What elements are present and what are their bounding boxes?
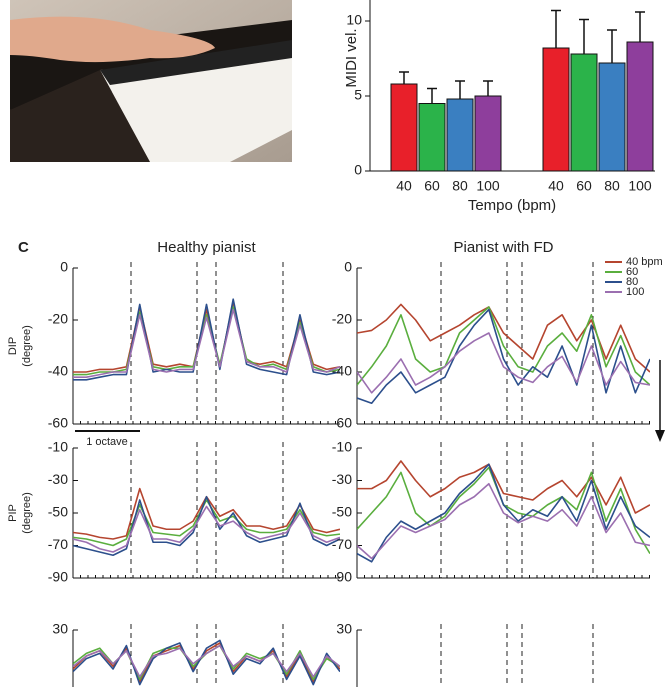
y-tick-label: 0 <box>344 259 352 275</box>
chart-title: Pianist with FD <box>453 239 553 256</box>
x-tick-label: 100 <box>476 178 500 194</box>
bar <box>626 41 654 171</box>
y-tick-label: -40 <box>48 363 68 379</box>
y-axis-unit: (degree) <box>21 325 33 367</box>
series-line <box>73 644 340 678</box>
series-line <box>73 298 340 381</box>
y-tick-label: -50 <box>332 504 352 520</box>
series-line <box>357 482 650 560</box>
series-line <box>357 308 650 404</box>
x-tick-label: 60 <box>424 178 440 194</box>
y-tick-label: -10 <box>48 439 68 455</box>
y-tick-label: -20 <box>48 311 68 327</box>
x-tick-label: 80 <box>452 178 468 194</box>
lines <box>73 639 340 686</box>
y-tick-label: 30 <box>336 621 352 637</box>
y-tick-label: -90 <box>48 569 68 585</box>
bar <box>598 62 626 171</box>
y-tick-label: -50 <box>48 504 68 520</box>
series-line <box>357 460 650 514</box>
series-line <box>357 306 650 386</box>
series-line <box>73 308 340 378</box>
y-axis-title: PIP <box>7 504 19 522</box>
lines <box>357 460 650 563</box>
y-tick-label: -10 <box>332 439 352 455</box>
y-tick-label: -90 <box>332 569 352 585</box>
series-line <box>73 639 340 686</box>
y-tick-label: 5 <box>354 87 362 103</box>
photo <box>10 0 292 162</box>
x-tick-label: 40 <box>548 178 564 194</box>
lines <box>73 487 340 557</box>
y-tick-label: -30 <box>332 471 352 487</box>
bar <box>446 98 474 171</box>
legend-label: 60 <box>626 266 638 278</box>
bar <box>474 95 502 171</box>
y-axis-title: MIDI vel. <box>343 28 360 87</box>
y-tick-label: -60 <box>332 415 352 431</box>
panel-label: C <box>18 239 29 256</box>
y-tick-label: -70 <box>48 536 68 552</box>
chart-title: Healthy pianist <box>157 239 256 256</box>
x-tick-label: 80 <box>604 178 620 194</box>
bar <box>570 53 598 171</box>
arrow <box>655 360 665 442</box>
series-line <box>357 332 650 394</box>
y-tick-label: -40 <box>332 363 352 379</box>
y-tick-label: 0 <box>60 259 68 275</box>
y-tick-label: -20 <box>332 311 352 327</box>
legend-label: 80 <box>626 276 638 288</box>
bar <box>418 103 446 171</box>
y-tick-label: 0 <box>354 162 362 178</box>
legend-label: 100 <box>626 286 644 298</box>
x-tick-label: 40 <box>396 178 412 194</box>
y-tick-label: 10 <box>346 12 362 28</box>
series-line <box>73 499 340 547</box>
y-tick-label: -70 <box>332 536 352 552</box>
x-tick-label: 60 <box>576 178 592 194</box>
bar <box>390 83 418 171</box>
y-axis-title: DIP <box>7 337 19 355</box>
y-tick-label: -60 <box>48 415 68 431</box>
series-line <box>73 495 340 557</box>
y-tick-label: -30 <box>48 471 68 487</box>
bar <box>542 47 570 171</box>
x-tick-label: 100 <box>628 178 652 194</box>
lines <box>357 303 650 404</box>
legend-label: 40 bpm <box>626 256 663 268</box>
scale-label: 1 octave <box>86 436 128 448</box>
series-line <box>357 303 650 373</box>
series-line <box>357 463 650 563</box>
series-line <box>357 466 650 555</box>
y-axis-unit: (degree) <box>21 492 33 534</box>
series-line <box>73 505 340 553</box>
x-axis-title: Tempo (bpm) <box>468 197 556 214</box>
y-tick-label: 30 <box>52 621 68 637</box>
series-line <box>73 301 340 373</box>
lines <box>73 298 340 381</box>
bars <box>390 9 654 171</box>
